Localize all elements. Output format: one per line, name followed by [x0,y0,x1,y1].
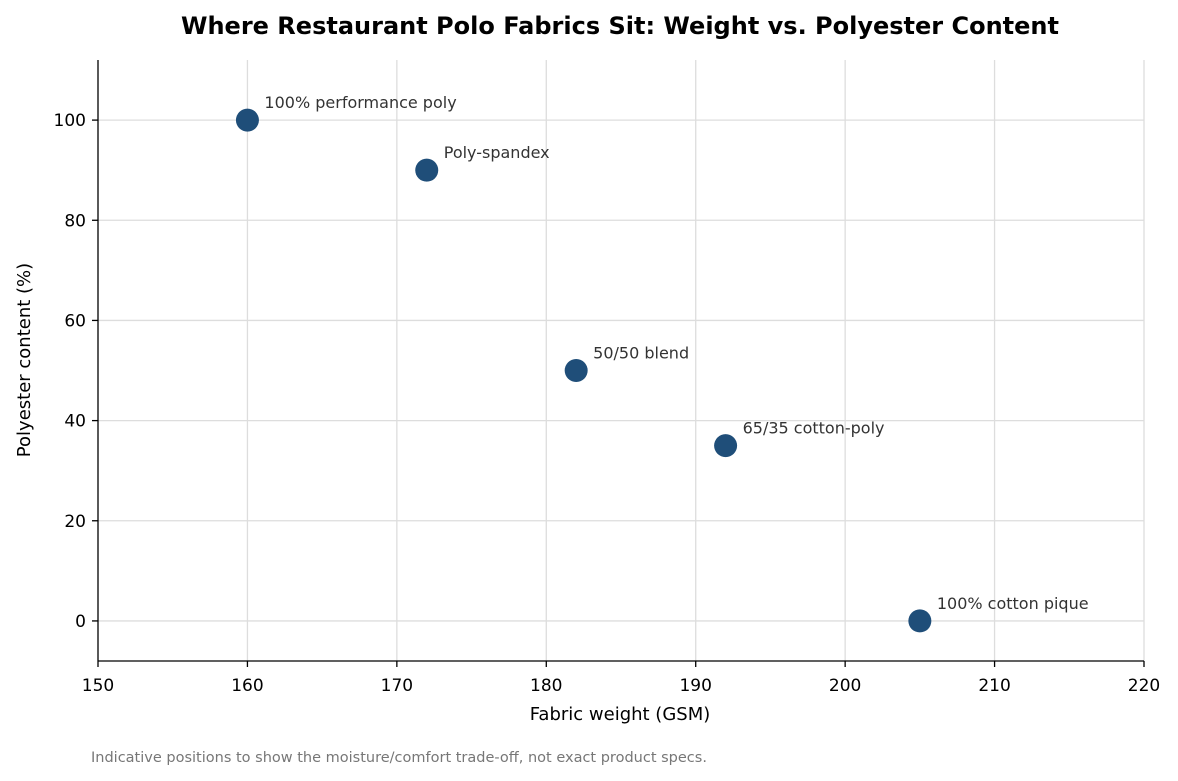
data-point [714,434,738,458]
grid-lines [98,60,1145,661]
x-tick-label: 160 [231,676,263,696]
point-label: 65/35 cotton-poly [743,419,885,438]
x-tick-label: 150 [82,676,114,696]
x-tick-label: 210 [978,676,1010,696]
point-label: 100% cotton pique [937,594,1089,613]
point-label: Poly-spandex [444,143,550,162]
data-point [415,158,439,182]
x-tick-label: 220 [1128,676,1160,696]
chart-title: Where Restaurant Polo Fabrics Sit: Weigh… [181,12,1059,40]
data-point [564,359,588,383]
tick-labels: 150 160 170 180 190 200 210 220 0 20 40 60 80 100 [54,111,1161,696]
x-tick-label: 170 [381,676,413,696]
axes [92,60,1145,667]
y-tick-label: 20 [64,512,86,532]
data-point [908,609,932,633]
point-label: 50/50 blend [593,344,689,363]
y-tick-label: 40 [64,412,86,432]
x-tick-label: 200 [829,676,861,696]
footnote: Indicative positions to show the moistur… [91,750,707,766]
y-tick-label: 80 [64,211,86,231]
point-label: 100% performance poly [264,93,456,112]
point-labels: 100% performance poly Poly-spandex 50/50 b… [264,93,1088,613]
x-tick-label: 180 [530,676,562,696]
data-point [235,108,259,132]
y-tick-label: 0 [75,612,86,632]
x-tick-label: 190 [679,676,711,696]
y-axis-label: Polyester content (%) [14,263,35,457]
x-axis-label: Fabric weight (GSM) [530,704,711,725]
data-points [235,108,932,633]
y-tick-label: 100 [54,111,86,131]
y-tick-label: 60 [64,311,86,331]
